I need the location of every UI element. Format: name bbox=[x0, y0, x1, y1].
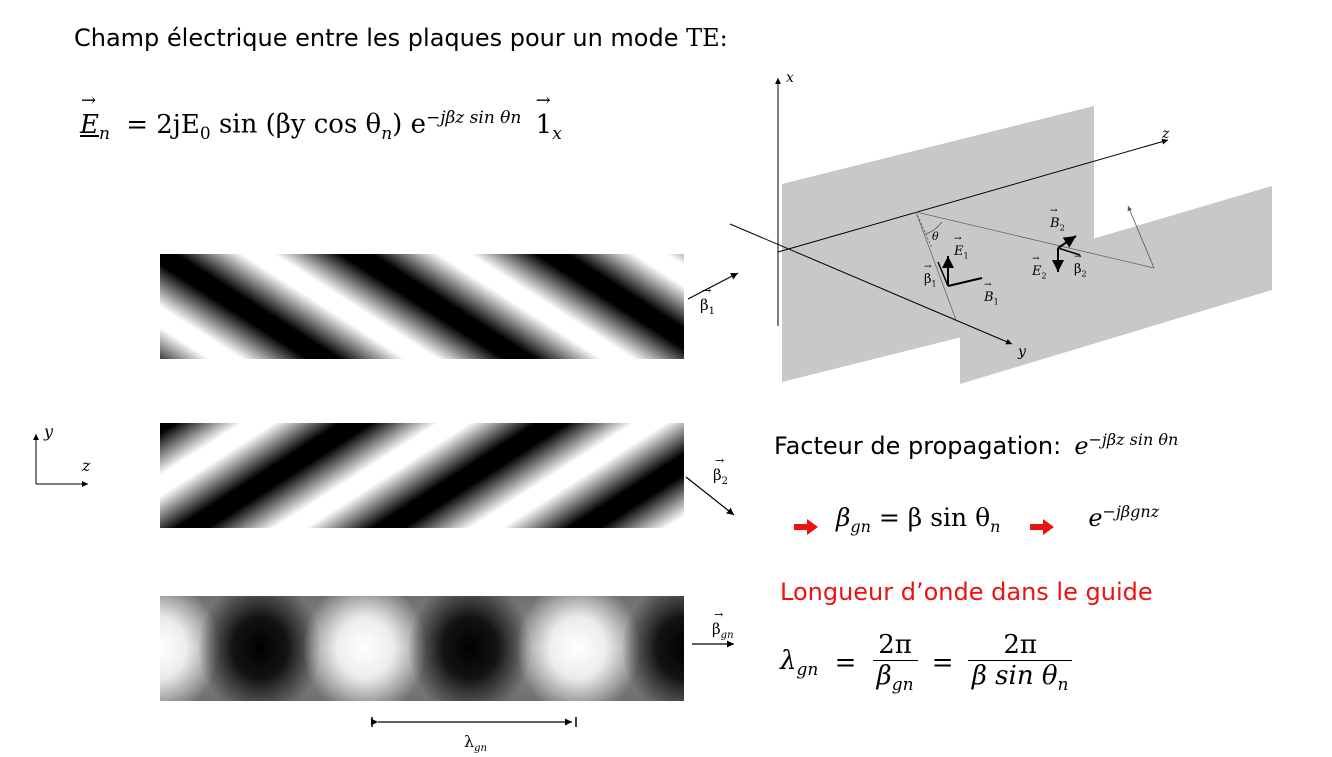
axis-y-label: y bbox=[44, 422, 54, 441]
diag-E1-label: → E1 bbox=[954, 234, 969, 261]
eq-part2: sin (βy cos θ bbox=[218, 109, 382, 140]
y-axis bbox=[729, 223, 1013, 345]
fraction-1: 2π βgn bbox=[872, 630, 918, 695]
wave-band-standing bbox=[160, 596, 684, 701]
propagation-base: e bbox=[1074, 432, 1089, 460]
beta1-arrow bbox=[687, 272, 739, 300]
eq-exponent: −jβz sin θn bbox=[425, 108, 522, 128]
wavelength-equation: λgn = 2π βgn = 2π β sin θn bbox=[780, 630, 1073, 695]
beta2-arrow bbox=[685, 476, 735, 516]
lambda-gn-bar bbox=[370, 717, 577, 727]
band2-label: → β2 bbox=[713, 454, 729, 487]
red-arrow-2 bbox=[1030, 512, 1055, 535]
front-plate bbox=[960, 186, 1272, 384]
eq-part3: ) e bbox=[392, 109, 426, 140]
field-subscript: n bbox=[98, 123, 110, 144]
yz-axes bbox=[33, 434, 88, 487]
diag-theta-label: θ bbox=[932, 230, 939, 243]
field-symbol: E bbox=[80, 109, 99, 140]
z-axis bbox=[777, 138, 1169, 253]
band3-label: → βgn bbox=[712, 608, 734, 641]
propagation-label: Facteur de propagation: bbox=[774, 432, 1062, 460]
band-arrows bbox=[685, 272, 739, 516]
beta-gn-relation: βgn = β sin θn e−jβgnz bbox=[794, 502, 1159, 536]
diag-E2-label: → E2 bbox=[1032, 254, 1047, 281]
band1-label: → β1 bbox=[700, 284, 716, 317]
diag-beta1-label: → β1 bbox=[924, 262, 937, 289]
propagation-exponent: −jβz sin θn bbox=[1088, 430, 1179, 449]
title-mode: TE: bbox=[686, 24, 728, 52]
diag-B1-label: → B1 bbox=[984, 280, 999, 307]
diag-x-label: x bbox=[786, 70, 794, 86]
diag-z-label: z bbox=[1162, 126, 1170, 142]
wave-band-oblique-1 bbox=[160, 254, 684, 359]
fraction-2: 2π β sin θn bbox=[967, 630, 1073, 695]
result-base: e bbox=[1088, 504, 1103, 532]
result-exponent: −jβgnz bbox=[1102, 502, 1160, 521]
lambda-gn-label: λgn bbox=[464, 732, 487, 755]
red-arrow-1 bbox=[794, 512, 818, 535]
beta-gn-arrow bbox=[692, 640, 734, 648]
slide-title: Champ électrique entre les plaques pour … bbox=[74, 24, 728, 52]
title-text: Champ électrique entre les plaques pour … bbox=[74, 24, 687, 52]
wave-band-oblique-2 bbox=[160, 423, 684, 528]
unit-vector: 1 bbox=[535, 109, 553, 140]
field-equation: → En = 2jE0 sin (βy cos θn) e−jβz sin θn… bbox=[80, 89, 562, 144]
propagation-factor: Facteur de propagation: e−jβz sin θn bbox=[774, 430, 1178, 460]
eq-sub-n: n bbox=[381, 123, 393, 144]
diag-beta2-label: → β2 bbox=[1074, 252, 1087, 279]
eq-sub0: 0 bbox=[199, 123, 211, 144]
unit-vector-sub: x bbox=[552, 123, 562, 144]
relation-rhs: = β sin θ bbox=[870, 503, 991, 532]
diag-y-label: y bbox=[1018, 344, 1026, 360]
axis-z-label: z bbox=[82, 456, 91, 475]
wavelength-heading: Longueur d’onde dans le guide bbox=[780, 578, 1153, 606]
diag-B2-label: → B2 bbox=[1050, 206, 1065, 233]
parallel-plate-diagram bbox=[729, 78, 1272, 384]
eq-part1: = 2jE bbox=[126, 109, 200, 140]
